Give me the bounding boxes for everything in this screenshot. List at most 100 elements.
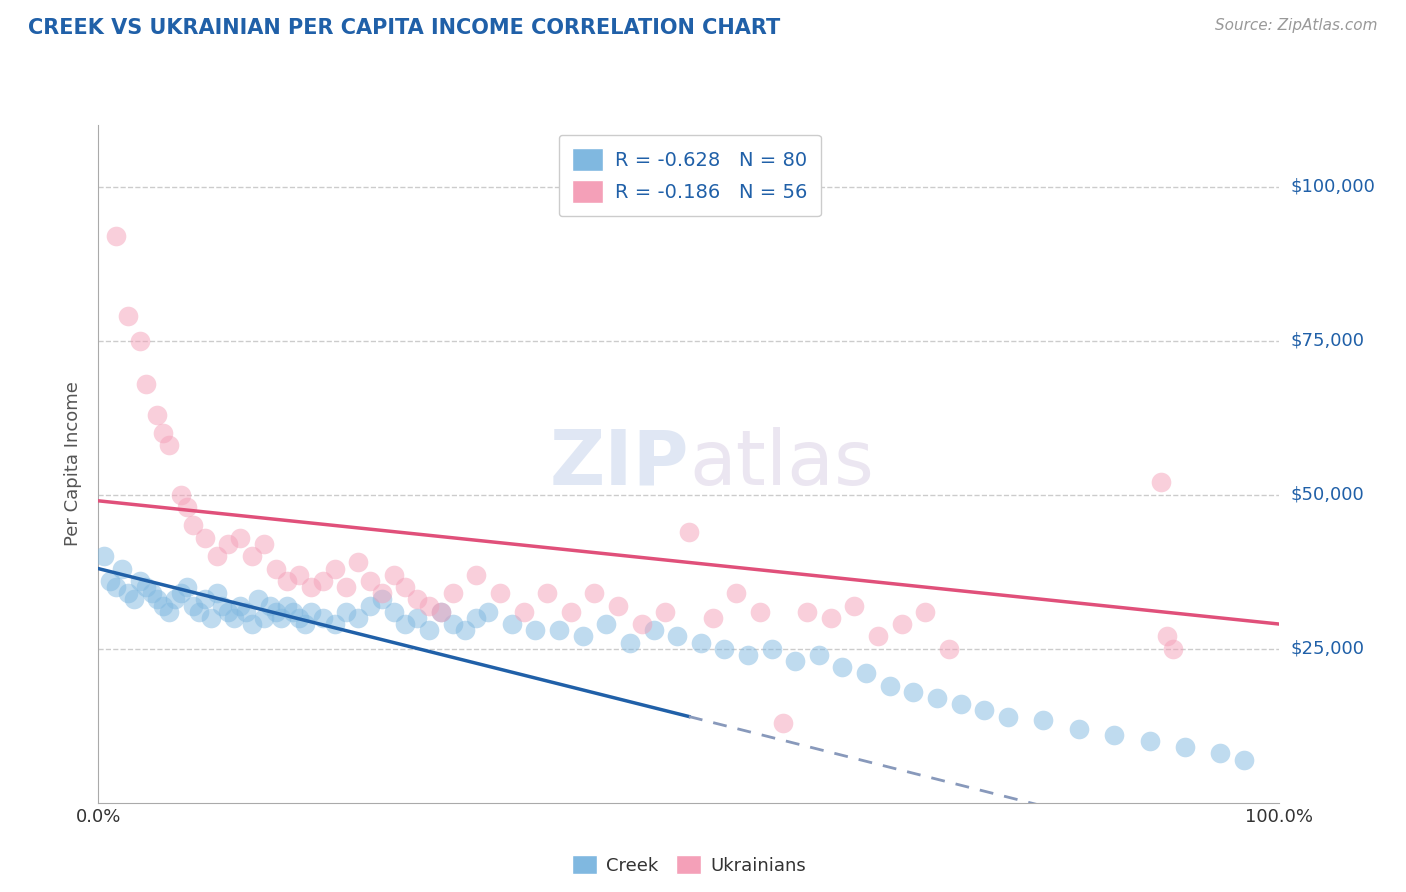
Point (240, 617, 263, 632)
Point (831, 660, 853, 674)
Point (105, 580, 128, 594)
Point (187, 605, 209, 619)
Point (170, 586, 193, 600)
Text: Source: ZipAtlas.com: Source: ZipAtlas.com (1215, 18, 1378, 33)
Point (312, 611, 335, 625)
Point (165, 592, 187, 607)
Point (217, 605, 239, 619)
Point (855, 666, 877, 681)
Point (406, 611, 429, 625)
Point (235, 605, 257, 619)
Text: $100,000: $100,000 (1291, 178, 1375, 195)
Point (93, 549, 115, 564)
Point (1032, 713, 1054, 727)
Point (465, 567, 488, 582)
Point (973, 703, 995, 717)
Point (666, 629, 689, 643)
Point (619, 635, 641, 649)
Point (157, 438, 180, 452)
Point (141, 586, 163, 600)
Point (595, 617, 617, 632)
Point (135, 376, 157, 391)
Point (128, 334, 150, 348)
Point (465, 611, 488, 625)
Point (135, 580, 157, 594)
Point (607, 599, 630, 613)
Point (997, 709, 1019, 723)
Text: ZIP: ZIP (550, 427, 689, 500)
Legend: Creek, Ukrainians: Creek, Ukrainians (564, 848, 814, 882)
Point (246, 592, 269, 607)
Point (713, 641, 735, 656)
Text: $75,000: $75,000 (1291, 332, 1365, 350)
Point (382, 567, 405, 582)
Point (430, 605, 453, 619)
Point (299, 580, 322, 594)
Point (1150, 475, 1173, 490)
Point (299, 605, 322, 619)
Point (501, 617, 523, 632)
Point (288, 567, 311, 582)
Point (176, 500, 198, 514)
Point (276, 599, 298, 613)
Point (512, 605, 534, 619)
Point (630, 617, 652, 632)
Point (477, 605, 499, 619)
Point (240, 549, 263, 564)
Point (583, 586, 606, 600)
Point (807, 648, 830, 662)
Point (371, 592, 394, 607)
Point (820, 611, 842, 625)
Point (335, 580, 357, 594)
Point (702, 611, 724, 625)
Point (548, 624, 571, 638)
Point (312, 574, 335, 588)
Point (643, 624, 665, 638)
Point (211, 599, 233, 613)
Point (347, 611, 370, 625)
Point (264, 605, 287, 619)
Point (176, 580, 198, 594)
Point (524, 624, 547, 638)
Point (117, 586, 139, 600)
Point (270, 611, 292, 625)
Point (347, 556, 370, 570)
Point (1161, 641, 1184, 656)
Point (128, 574, 150, 588)
Point (294, 617, 316, 632)
Point (1156, 629, 1178, 643)
Point (229, 531, 252, 545)
Point (571, 629, 593, 643)
Point (288, 611, 311, 625)
Point (181, 518, 204, 533)
Point (122, 592, 145, 607)
Text: CREEK VS UKRAINIAN PER CAPITA INCOME CORRELATION CHART: CREEK VS UKRAINIAN PER CAPITA INCOME COR… (28, 18, 780, 37)
Point (111, 561, 134, 575)
Point (914, 605, 936, 619)
Point (359, 574, 381, 588)
Point (1209, 747, 1232, 761)
Point (949, 697, 972, 711)
Point (200, 611, 222, 625)
Point (1174, 740, 1197, 755)
Point (903, 685, 925, 699)
Point (890, 617, 912, 632)
Text: $50,000: $50,000 (1291, 485, 1364, 504)
Point (181, 599, 204, 613)
Point (205, 549, 228, 564)
Point (117, 309, 139, 323)
Point (406, 592, 429, 607)
Point (925, 691, 948, 706)
Point (1233, 753, 1256, 767)
Point (938, 641, 960, 656)
Point (259, 599, 281, 613)
Point (194, 592, 217, 607)
Point (146, 408, 169, 422)
Point (105, 228, 128, 243)
Point (323, 617, 346, 632)
Point (146, 592, 169, 607)
Point (879, 679, 901, 693)
Point (430, 605, 453, 619)
Point (536, 586, 558, 600)
Point (152, 425, 174, 440)
